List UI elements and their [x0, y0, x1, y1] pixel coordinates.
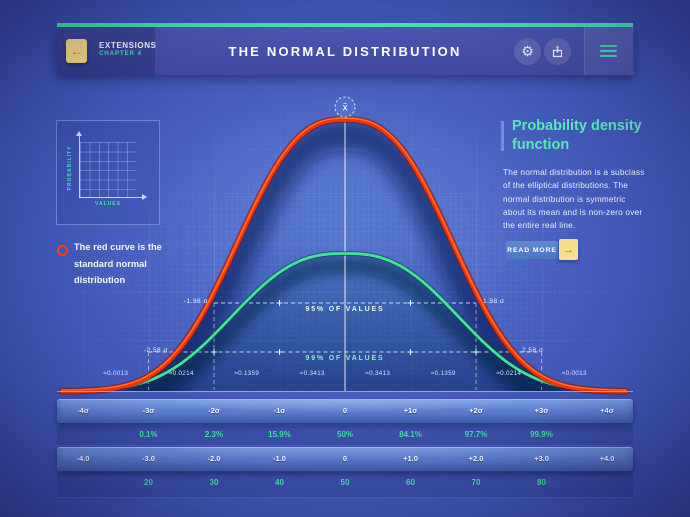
sigma-annotation: -1.98 σ [183, 298, 208, 305]
sigma-tick: -3σ [142, 406, 155, 415]
density-value: ≈0.1359 [430, 370, 456, 377]
thumbnail-x-axis [79, 197, 143, 198]
thumbnail-ylabel: PROBABILITY [67, 145, 73, 191]
thumbnail-grid [80, 142, 136, 198]
zscore-value: 0 [342, 454, 348, 463]
density-value: ≈0.0013 [561, 370, 587, 377]
zscore-value: +2.0 [468, 454, 484, 463]
tscore-value: 70 [471, 478, 481, 487]
x-axis-arrow-icon [142, 194, 147, 200]
zscore-value: -3.0 [142, 454, 155, 463]
legend-text: The red curve is the standard normal dis… [74, 242, 162, 285]
percent-value: 15.9% [268, 430, 291, 439]
sigma-tick: +1σ [403, 406, 418, 415]
band-99-label: 99% OF VALUES [305, 355, 385, 362]
menu-button[interactable] [600, 45, 617, 57]
tscore-row-strip [57, 472, 633, 498]
percent-value: 2.3% [204, 430, 224, 439]
tscore-value: 60 [406, 478, 415, 487]
zscore-value: -4.0 [76, 454, 90, 463]
percent-value: 50% [336, 430, 354, 439]
share-button[interactable] [544, 38, 571, 65]
density-value: ≈0.0214 [168, 370, 194, 377]
info-body: The normal distribution is a subclass of… [503, 167, 645, 231]
zscore-value: +4.0 [599, 454, 615, 463]
sigma-annotation: -2.58 σ [143, 347, 168, 354]
percent-value: 97.7% [464, 430, 488, 439]
percent-row-strip [57, 426, 633, 446]
zscore-value: +3.0 [534, 454, 549, 463]
sigma-annotation: 2.58 σ [522, 347, 544, 354]
back-button[interactable]: ← [66, 39, 87, 63]
zscore-value: -1.0 [273, 454, 286, 463]
y-axis-arrow-icon [76, 131, 82, 136]
sigma-scale-bar [57, 399, 633, 423]
info-accent-bar [501, 121, 504, 151]
sigma-tick: +3σ [534, 406, 549, 415]
percent-value: 99.9% [530, 430, 553, 439]
density-value: ≈0.0013 [103, 370, 129, 377]
percent-value: 0.1% [139, 430, 158, 439]
sigma-tick: +4σ [600, 406, 614, 415]
chart-baseline [57, 391, 633, 392]
density-value: ≈0.3413 [299, 370, 325, 377]
sigma-tick: 0 [342, 406, 348, 415]
sigma-annotation: 1.98 σ [483, 298, 505, 305]
sigma-tick: -2σ [208, 406, 220, 415]
density-value: ≈0.3413 [365, 370, 391, 377]
zscore-value: -2.0 [207, 454, 221, 463]
settings-button[interactable]: ⚙ [514, 38, 541, 65]
info-title: Probability density function [512, 118, 642, 153]
tscore-value: 80 [537, 478, 546, 487]
right-arrow-icon: → [563, 243, 574, 256]
header-accent-strip [57, 23, 633, 27]
tscore-value: 50 [340, 478, 350, 487]
red-curve-marker-icon [57, 245, 68, 256]
back-arrow-icon: ← [70, 44, 83, 58]
band-95-label: 95% OF VALUES [305, 306, 385, 313]
thumbnail-y-axis [79, 136, 80, 198]
app-header [57, 27, 633, 75]
sigma-tick: -4σ [77, 406, 89, 415]
tscore-value: 40 [275, 478, 284, 487]
zscore-scale-bar [57, 447, 633, 471]
density-value: ≈0.1359 [234, 370, 260, 377]
menu-icon [600, 45, 617, 47]
read-more-arrow-button[interactable]: → [559, 239, 578, 260]
tscore-value: 30 [209, 478, 219, 487]
tscore-value: 20 [144, 478, 153, 487]
percent-value: 84.1% [399, 430, 422, 439]
extensions-label: EXTENSIONS [99, 41, 157, 50]
page-title: THE NORMAL DISTRIBUTION [228, 44, 462, 59]
zscore-value: +1.0 [403, 454, 418, 463]
thumbnail-xlabel: VALUES [95, 201, 121, 207]
sigma-tick: -1σ [273, 406, 286, 415]
share-icon [552, 45, 563, 58]
sigma-tick: +2σ [469, 406, 483, 415]
density-value: ≈0.0214 [496, 370, 522, 377]
read-more-button[interactable]: READ MORE [506, 241, 558, 259]
chapter-label: CHAPTER 4 [99, 51, 143, 57]
gear-icon: ⚙ [521, 43, 534, 60]
